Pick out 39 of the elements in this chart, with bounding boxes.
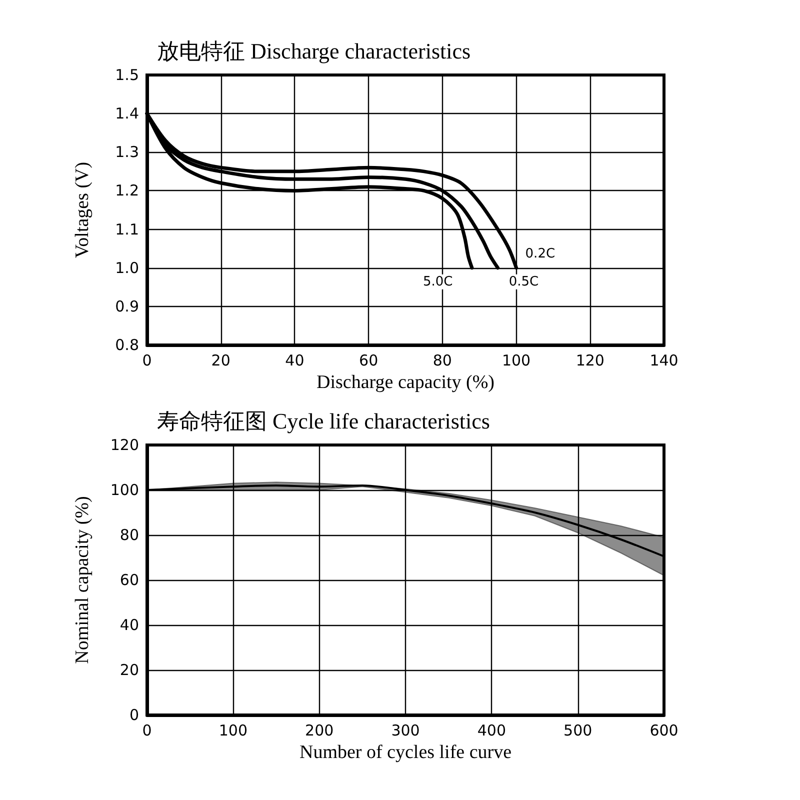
x-tick-label: 500 (564, 722, 592, 740)
x-tick-label: 200 (305, 722, 334, 740)
x-tick-label: 80 (432, 352, 452, 370)
x-tick-label: 0 (142, 352, 152, 370)
chart-title: 寿命特征图 Cycle life characteristics (157, 408, 490, 434)
x-tick-label: 600 (650, 722, 678, 740)
x-axis-title: Number of cycles life curve (299, 742, 512, 763)
y-tick-label: 1.4 (115, 104, 139, 123)
y-tick-label: 1.5 (115, 66, 139, 84)
x-tick-label: 40 (285, 352, 304, 370)
x-tick-label: 0 (142, 722, 152, 740)
series-label: 5.0C (422, 274, 453, 290)
chart-title: 放电特征 Discharge characteristics (157, 38, 471, 64)
y-tick-label: 1.1 (115, 220, 139, 238)
x-tick-label: 100 (218, 722, 248, 740)
y-tick-label: 0 (129, 706, 139, 724)
y-tick-label: 40 (120, 616, 139, 634)
x-tick-label: 100 (502, 352, 531, 370)
x-tick-label: 400 (477, 722, 506, 740)
x-tick-label: 60 (359, 352, 378, 370)
x-tick-label: 300 (391, 722, 420, 740)
y-tick-label: 80 (120, 526, 139, 544)
series-label: 0.2C (525, 246, 556, 262)
y-tick-label: 1.2 (115, 182, 139, 200)
y-tick-label: 1.0 (115, 258, 139, 277)
x-tick-label: 120 (576, 352, 604, 370)
x-axis-title: Discharge capacity (%) (316, 372, 494, 393)
y-tick-label: 100 (110, 481, 139, 499)
series-label: 0.5C (508, 274, 539, 290)
y-tick-label: 20 (120, 661, 139, 679)
x-tick-label: 140 (650, 352, 678, 370)
y-axis-title: Nominal capacity (%) (72, 496, 93, 664)
y-axis-title: Voltages (V) (72, 162, 93, 258)
y-tick-label: 120 (110, 436, 139, 454)
y-tick-label: 0.8 (115, 336, 139, 354)
x-tick-label: 20 (211, 352, 230, 370)
y-tick-label: 0.9 (115, 297, 139, 316)
y-tick-label: 60 (120, 571, 139, 589)
y-tick-label: 1.3 (115, 143, 139, 162)
